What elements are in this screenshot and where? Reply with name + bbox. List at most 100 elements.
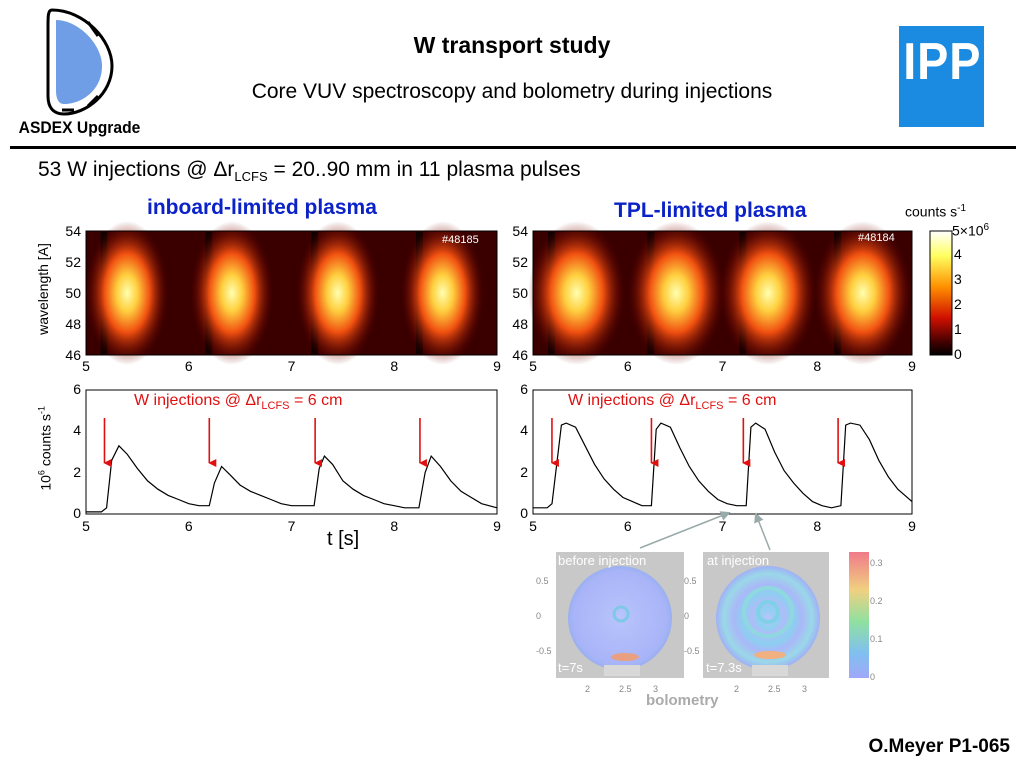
bolometry-y-tick: 0.5 [536, 576, 549, 586]
wavelength-tick: 50 [65, 285, 81, 301]
time-tick: 5 [529, 518, 537, 534]
time-tick: 6 [184, 358, 193, 374]
bolometry-label: bolometry [646, 692, 719, 709]
author-label: O.Meyer P1-065 [868, 736, 1010, 757]
counts-label-sup: 6 [36, 470, 47, 476]
wavelength-axis-label: wavelength [A] [35, 243, 51, 335]
wavelength-tick: 54 [65, 223, 81, 239]
time-tick: 5 [82, 518, 90, 534]
bolometry-panel-at [703, 552, 829, 678]
connector-arrow-at [754, 512, 771, 551]
right-shot-number: #48184 [858, 232, 895, 244]
headline-sub: LCFS [234, 169, 268, 185]
counts-label-pre: 10 [37, 475, 54, 491]
colorbar-label-sup: -1 [957, 203, 967, 214]
headline: 53 W injections @ ΔrLCFS = 20..90 mm in … [38, 158, 581, 184]
page-title: W transport study [413, 32, 611, 58]
logo-caption: ASDEX Upgrade [18, 118, 141, 137]
colorbar-label: counts s-1 [905, 203, 966, 220]
bolometry-x-tick: 3 [653, 684, 659, 694]
bolometry-panel-before [556, 552, 684, 678]
tokamak-logo-icon [46, 8, 114, 116]
time-tick: 7 [718, 518, 727, 534]
bolometry-x-tick: 3 [802, 684, 808, 694]
left-shot-number: #48185 [442, 234, 479, 246]
right-spectrogram [528, 221, 913, 365]
counts-tick: 6 [520, 381, 528, 397]
counts-tick: 4 [520, 422, 528, 439]
bolometry-colorbar [849, 552, 869, 678]
left-spectrogram [85, 221, 498, 365]
time-tick: 7 [718, 358, 727, 374]
right-injection-annotation: W injections @ ΔrLCFS = 6 cm [568, 392, 776, 412]
counts-tick: 4 [73, 422, 81, 439]
asdex-logo: ASDEX Upgrade [12, 6, 147, 142]
counts-tick: 0 [73, 505, 81, 521]
wavelength-tick: 46 [65, 347, 81, 363]
bolometry-at-time: t=7.3s [706, 660, 742, 675]
bolometry-colorbar-tick: 0.3 [870, 558, 883, 568]
bolometry-colorbar-tick: 0.1 [870, 634, 883, 644]
bolometry-y-tick: -0.5 [536, 646, 552, 656]
bolometry-y-tick: 0 [536, 611, 542, 621]
wavelength-tick: 52 [65, 254, 81, 270]
spectrogram-emission-band [85, 221, 169, 365]
headline-prefix: 53 W injections @ [38, 158, 214, 181]
time-tick: 6 [184, 518, 193, 534]
time-tick: 8 [813, 358, 822, 374]
left-injection-annotation: W injections @ ΔrLCFS = 6 cm [134, 392, 342, 412]
time-tick: 8 [813, 518, 822, 534]
ipp-logo: IPP [899, 26, 984, 127]
counts-tick: 2 [520, 463, 528, 480]
counts-tick: 2 [73, 463, 81, 480]
colorbar-tick: 0 [954, 346, 962, 362]
counts-tick: 6 [73, 381, 81, 397]
time-tick: 7 [287, 518, 296, 534]
time-tick: 8 [390, 518, 399, 534]
spectrogram-emission-band [190, 221, 274, 365]
right-annotation-text: W injections @ Δr [568, 392, 696, 409]
page-subtitle: Core VUV spectroscopy and bolometry duri… [251, 80, 773, 103]
time-tick: 9 [493, 358, 501, 374]
headline-delta-r: Δr [213, 158, 235, 181]
left-line-plot-frame [85, 389, 498, 515]
colorbar-top-sup: 6 [983, 222, 990, 233]
wavelength-tick: 48 [512, 316, 528, 332]
signal-line [86, 444, 498, 513]
colorbar-tick: 4 [954, 246, 962, 262]
time-tick: 5 [82, 358, 90, 374]
signal-line [533, 422, 913, 509]
time-tick: 9 [493, 518, 501, 534]
header-divider [10, 146, 1016, 149]
counts-label-mid: counts s [37, 414, 54, 471]
time-axis-label: t [s] [327, 528, 360, 550]
left-panel-title: inboard-limited plasma [147, 196, 377, 219]
bolometry-x-tick: 2.5 [768, 684, 781, 694]
spectrogram-emission-band [528, 221, 625, 365]
wavelength-tick: 48 [65, 316, 81, 332]
right-annotation-suffix: = 6 cm [723, 392, 777, 409]
colorbar-top-label: 5×106 [952, 222, 989, 239]
bolometry-at-title: at injection [707, 553, 770, 568]
colorbar [929, 230, 953, 356]
bolometry-before-time: t=7s [558, 660, 583, 675]
colorbar-tick: 2 [954, 296, 962, 312]
bolometry-y-tick: 0 [684, 611, 690, 621]
left-annotation-suffix: = 6 cm [289, 392, 343, 409]
bolometry-x-tick: 2 [585, 684, 591, 694]
connector-arrow-before [639, 511, 731, 549]
wavelength-tick: 46 [512, 347, 528, 363]
bolometry-x-tick: 2 [734, 684, 740, 694]
bolometry-y-tick: 0.5 [684, 576, 697, 586]
time-tick: 7 [287, 358, 296, 374]
colorbar-tick: 1 [954, 321, 962, 337]
bolometry-colorbar-tick: 0.2 [870, 596, 883, 606]
bolometry-before-title: before injection [558, 553, 647, 568]
counts-label-sup2: -1 [36, 406, 47, 415]
time-tick: 8 [390, 358, 399, 374]
spectrogram-emission-band [401, 221, 484, 365]
colorbar-label-text: counts s [905, 203, 958, 220]
bolometry-colorbar-tick: 0 [870, 672, 876, 682]
time-tick: 5 [529, 358, 537, 374]
